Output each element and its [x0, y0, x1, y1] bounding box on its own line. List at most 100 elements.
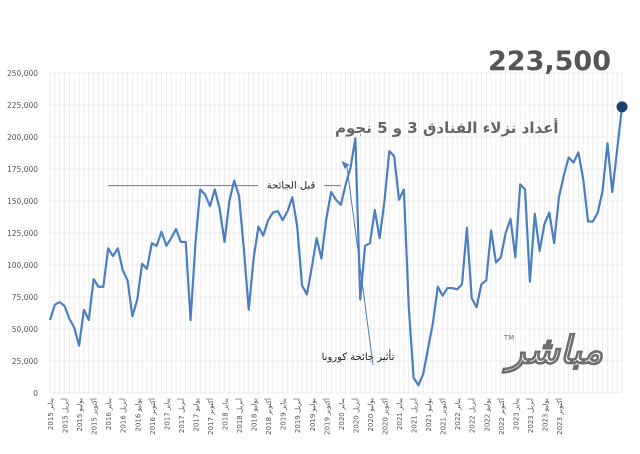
x-tick-label: يوليو 2020	[367, 398, 375, 432]
data-point	[78, 345, 80, 347]
data-point	[127, 279, 129, 281]
x-tick-label: يناير 2018	[222, 398, 230, 430]
x-tick-label: أكتوبر 2020	[380, 398, 389, 435]
y-tick-label: 150,000	[7, 197, 38, 206]
x-tick-label: أكتوبر 2023	[555, 398, 564, 435]
y-axis: 0 25,000 50,000 75,000 100,000 125,000 150,000…	[7, 69, 38, 398]
data-point	[97, 286, 99, 288]
data-point	[68, 318, 70, 320]
data-point	[190, 319, 192, 321]
y-tick-label: 125,000	[7, 229, 38, 238]
x-tick-label: يوليو 2022	[483, 398, 491, 432]
data-point	[267, 219, 269, 221]
data-point	[194, 242, 196, 244]
x-tick-label: يوليو 2015	[76, 398, 84, 432]
data-point	[427, 347, 429, 349]
data-point	[185, 241, 187, 243]
data-point	[306, 293, 308, 295]
x-tick-label: أبريل 2015	[61, 398, 70, 433]
data-point	[388, 150, 390, 152]
data-point	[413, 377, 415, 379]
data-point	[199, 188, 201, 190]
data-point	[214, 188, 216, 190]
x-tick-label: أبريل 2016	[119, 398, 128, 433]
data-point	[287, 210, 289, 212]
data-point	[301, 284, 303, 286]
x-tick-label: يناير 2021	[396, 398, 404, 430]
x-axis: يناير 2015 أبريل 2015 يوليو 2015 أكتوبر 201…	[47, 398, 564, 435]
data-point	[480, 283, 482, 285]
data-point	[553, 242, 555, 244]
x-tick-label: يناير 2019	[280, 398, 288, 430]
data-point	[117, 247, 119, 249]
data-point	[558, 196, 560, 198]
x-tick-label: أكتوبر 2015	[90, 398, 99, 435]
y-tick-label: 75,000	[12, 293, 38, 302]
x-tick-label: يناير 2023	[512, 398, 520, 430]
annotation-arrowhead	[341, 160, 350, 169]
data-point	[408, 305, 410, 307]
data-point	[490, 229, 492, 231]
x-tick-label: أكتوبر 2016	[148, 398, 157, 435]
data-point	[165, 245, 167, 247]
data-point	[364, 245, 366, 247]
y-tick-label: 0	[33, 389, 38, 398]
data-point	[577, 151, 579, 153]
data-point	[272, 212, 274, 214]
covid-annotation: تأثير جائحة كورونا	[322, 349, 395, 363]
data-point	[209, 205, 211, 207]
data-point	[485, 279, 487, 281]
data-point	[606, 142, 608, 144]
y-tick-label: 250,000	[7, 69, 38, 78]
data-point	[228, 200, 230, 202]
data-point	[451, 287, 453, 289]
data-point	[219, 208, 221, 210]
data-point	[243, 249, 245, 251]
data-point	[461, 283, 463, 285]
x-tick-label: أبريل 2022	[468, 398, 477, 433]
data-point	[141, 263, 143, 265]
data-point	[257, 226, 259, 228]
data-point	[592, 220, 594, 222]
x-tick-label: أبريل 2021	[410, 398, 419, 433]
data-point	[354, 137, 356, 139]
data-point	[238, 195, 240, 197]
data-point	[374, 209, 376, 211]
data-point	[476, 306, 478, 308]
data-point	[156, 245, 158, 247]
x-tick-label: أكتوبر 2022	[497, 398, 506, 435]
data-point	[136, 299, 138, 301]
data-point	[345, 183, 347, 185]
x-tick-label: أبريل 2017	[177, 398, 186, 433]
data-point	[379, 237, 381, 239]
data-point	[88, 319, 90, 321]
pre-pandemic-label: قبل الجائحة	[267, 181, 316, 192]
data-point	[64, 305, 66, 307]
data-point	[422, 373, 424, 375]
data-point	[175, 228, 177, 230]
x-tick-label: يوليو 2021	[425, 398, 433, 432]
data-point	[417, 384, 419, 386]
y-tick-label: 225,000	[7, 101, 38, 110]
data-point	[330, 191, 332, 193]
data-point	[49, 319, 51, 321]
x-tick-label: يوليو 2023	[541, 398, 549, 432]
data-point	[233, 180, 235, 182]
x-tick-label: أبريل 2018	[235, 398, 244, 433]
data-point	[597, 212, 599, 214]
data-point	[432, 322, 434, 324]
data-point	[529, 281, 531, 283]
data-point	[224, 241, 226, 243]
data-point	[582, 178, 584, 180]
mubasher-logo: مباشر TM	[501, 327, 604, 373]
series-line	[48, 106, 624, 387]
data-point	[102, 286, 104, 288]
data-point	[59, 301, 61, 303]
data-point	[325, 218, 327, 220]
data-point	[383, 200, 385, 202]
data-point	[73, 327, 75, 329]
x-tick-label: يناير 2015	[47, 398, 55, 430]
x-tick-label: يوليو 2017	[192, 398, 200, 432]
data-point	[446, 287, 448, 289]
